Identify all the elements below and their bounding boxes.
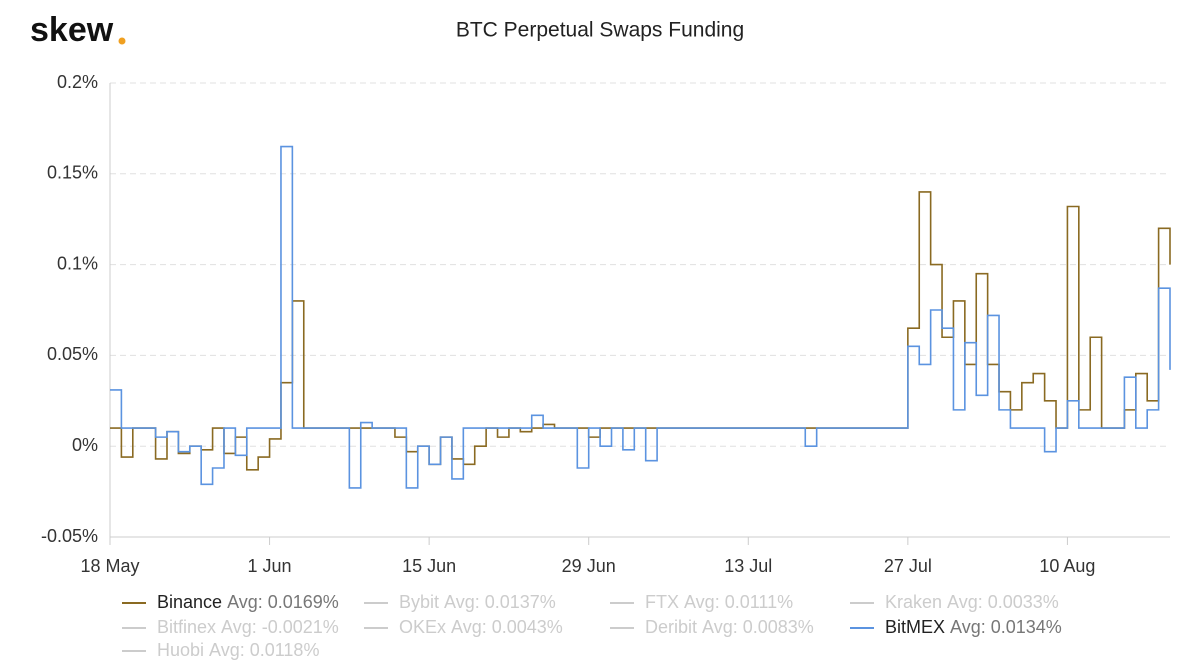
legend-avg: Avg: 0.0033% xyxy=(947,592,1059,612)
series-line xyxy=(110,191,1171,471)
legend-name[interactable]: Huobi xyxy=(157,640,204,660)
x-tick-label: 10 Aug xyxy=(1039,556,1095,576)
x-tick-label: 1 Jun xyxy=(248,556,292,576)
chart-title: BTC Perpetual Swaps Funding xyxy=(456,19,744,42)
y-tick-label: 0.15% xyxy=(47,163,98,183)
y-tick-label: 0.05% xyxy=(47,344,98,364)
y-tick-label: 0.2% xyxy=(57,72,98,92)
x-tick-label: 18 May xyxy=(80,556,139,576)
legend-name[interactable]: Bitfinex xyxy=(157,617,216,637)
x-tick-label: 29 Jun xyxy=(562,556,616,576)
y-tick-label: 0.1% xyxy=(57,253,98,273)
legend-avg: Avg: 0.0083% xyxy=(702,617,814,637)
legend-avg: Avg: 0.0118% xyxy=(209,640,319,660)
legend-name[interactable]: Binance xyxy=(157,592,222,612)
logo: skew xyxy=(30,11,114,49)
legend-name[interactable]: OKEx xyxy=(399,617,446,637)
y-tick-label: -0.05% xyxy=(41,526,98,546)
legend-name[interactable]: Kraken xyxy=(885,592,942,612)
legend-name[interactable]: Bybit xyxy=(399,592,439,612)
legend-avg: Avg: 0.0137% xyxy=(444,592,556,612)
legend-name[interactable]: BitMEX xyxy=(885,617,945,637)
x-tick-label: 13 Jul xyxy=(724,556,772,576)
legend-name[interactable]: FTX xyxy=(645,592,679,612)
legend-avg: Avg: -0.0021% xyxy=(221,617,339,637)
x-tick-label: 27 Jul xyxy=(884,556,932,576)
y-tick-label: 0% xyxy=(72,435,98,455)
logo-dot xyxy=(118,37,126,45)
x-tick-label: 15 Jun xyxy=(402,556,456,576)
legend-avg: Avg: 0.0043% xyxy=(451,617,563,637)
legend-name[interactable]: Deribit xyxy=(645,617,697,637)
legend-avg: Avg: 0.0134% xyxy=(950,617,1062,637)
series-line xyxy=(110,145,1171,489)
legend-avg: Avg: 0.0111% xyxy=(684,592,793,612)
legend-avg: Avg: 0.0169% xyxy=(227,592,339,612)
